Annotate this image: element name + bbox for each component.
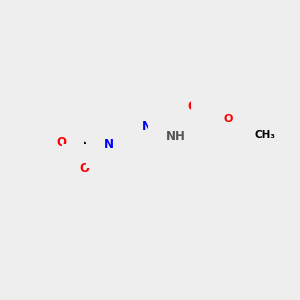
Text: O: O	[188, 100, 198, 112]
Text: NH: NH	[166, 130, 186, 142]
Text: N: N	[142, 119, 152, 133]
Text: S: S	[148, 148, 157, 160]
Text: O: O	[57, 136, 67, 148]
Text: CH₃: CH₃	[255, 130, 276, 140]
Text: N: N	[208, 116, 217, 126]
Text: F: F	[46, 151, 54, 164]
Text: O: O	[224, 114, 233, 124]
Text: O: O	[80, 161, 90, 175]
Text: N: N	[104, 137, 114, 151]
